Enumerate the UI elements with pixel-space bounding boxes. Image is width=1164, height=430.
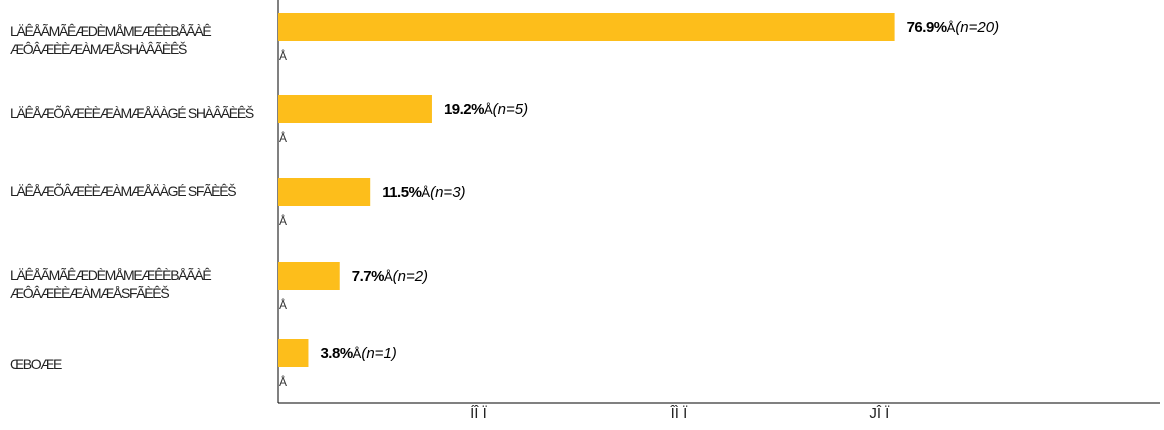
stray-glyph: Å (279, 213, 287, 228)
category-label: LÄÊÅÆÕÂÆÈÈÆÀMÆÅÄÀGÉ SFÃÈÊŠ (10, 183, 237, 199)
stray-glyph: Å (279, 374, 287, 389)
stray-glyph: Å (279, 297, 287, 312)
bar (278, 262, 340, 290)
category-label: LÄÊÅÃMÃÊÆDÈMÅMEÆÊÈBÅÃÀÊ ÆÔÂÆÈÈÆÀMÆÅSFÃÈÊ… (10, 267, 212, 302)
stray-glyph: Å (279, 130, 287, 145)
bar (278, 13, 895, 41)
category-label: ŒBOÆE (10, 356, 62, 372)
value-label: 11.5%Å(n=3) (382, 184, 465, 201)
value-label: 76.9%Å(n=20) (907, 19, 1000, 36)
value-label: 3.8%Å(n=1) (320, 345, 396, 362)
value-label: 7.7%Å(n=2) (352, 268, 428, 285)
x-tick-label: ÎÌ Ï (670, 405, 689, 422)
bar (278, 178, 371, 206)
x-tick-label: ÍÎ Ï (470, 405, 488, 422)
stray-glyph: Å (279, 48, 287, 63)
bar (278, 339, 309, 367)
category-label: LÄÊÅÃMÃÊÆDÈMÅMEÆÊÈBÅÃÀÊ ÆÔÂÆÈÈÆÀMÆÅSHÀÂÃ… (10, 23, 212, 58)
value-label: 19.2%Å(n=5) (444, 101, 528, 118)
category-label: LÄÊÅÆÕÂÆÈÈÆÀMÆÅÄÀGÉ SHÀÂÃÈÊŠ (10, 105, 254, 121)
bar (278, 95, 432, 123)
x-tick-label: JÎ Ï (869, 405, 890, 422)
